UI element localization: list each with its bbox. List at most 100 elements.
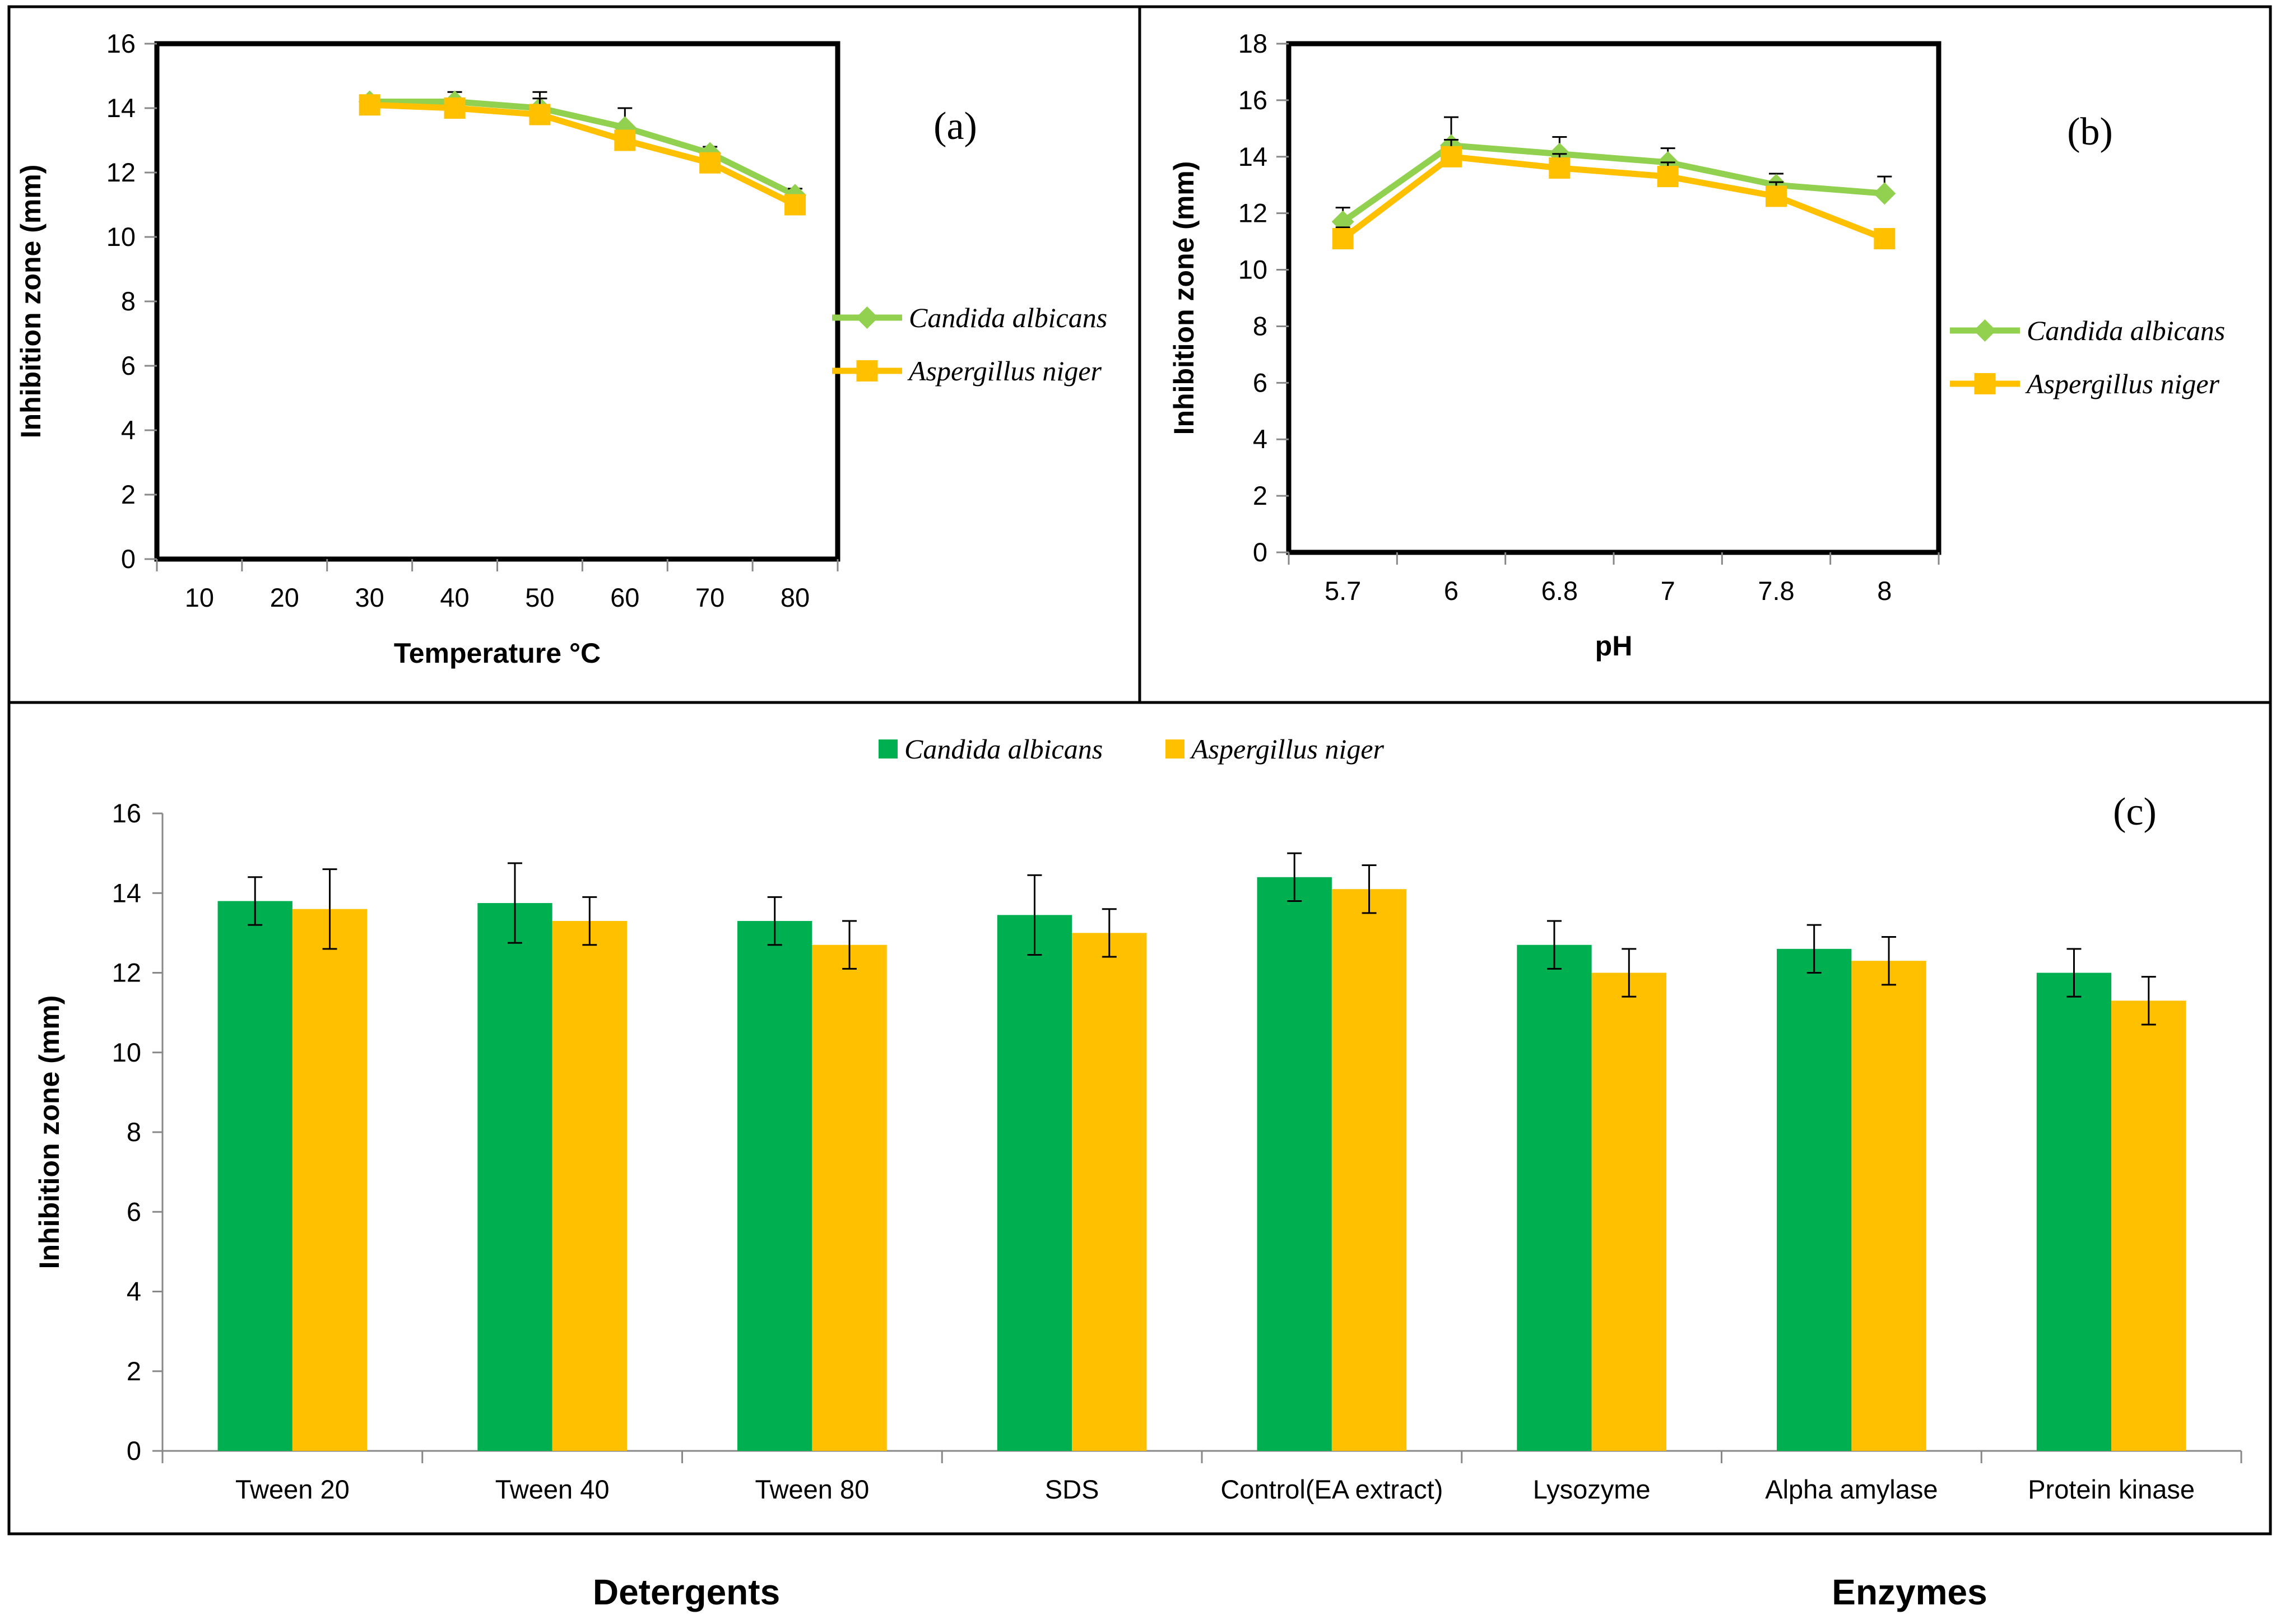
x-tick-label: 10: [185, 583, 214, 612]
y-axis-title: Inhibition zone (mm): [1168, 161, 1200, 435]
x-tick-label: Lysozyme: [1533, 1474, 1651, 1504]
y-tick-label: 10: [1238, 255, 1267, 285]
panel-label-a: (a): [933, 105, 977, 148]
legend-marker-aspergillus: [856, 360, 878, 381]
chart-c: 0 2 4 6 8 10 12 14 16 Tween 20 Tween 40 Tween 80 SDS…: [34, 733, 2242, 1504]
bar-aspergillus: [292, 909, 368, 1451]
x-tick-label: Alpha amylase: [1765, 1474, 1938, 1504]
y-tick-label: 14: [112, 878, 141, 908]
y-tick-label: 8: [127, 1117, 141, 1147]
data-point-aspergillus: [444, 97, 466, 119]
legend-label-aspergillus: Aspergillus niger: [1190, 733, 1385, 765]
bar-candida: [737, 921, 812, 1451]
data-point-candida: [1873, 182, 1896, 205]
data-point-aspergillus: [1657, 166, 1679, 188]
chart-b: 0 2 4 6 8 10 12 14 16 18 5.7 6 6.8 7 7.8 8 pH Inhibition …: [1168, 29, 2225, 662]
bar-candida: [1257, 877, 1332, 1451]
x-tick-label: Tween 40: [495, 1474, 610, 1504]
series-line-candida: [369, 99, 797, 198]
y-tick-label: 12: [112, 958, 141, 988]
x-tick-label: 40: [440, 583, 469, 612]
bar-candida: [1777, 948, 1852, 1451]
plot-frame-a: [154, 41, 840, 562]
bar-candida: [477, 903, 552, 1451]
x-tick-label: 6.8: [1541, 576, 1578, 606]
x-tick-label: 60: [610, 583, 639, 612]
legend-marker-candida: [856, 306, 879, 329]
bar-candida: [997, 915, 1072, 1451]
panel-frame-c: [7, 701, 2272, 1535]
y-tick-label: 14: [1238, 142, 1267, 171]
bar-aspergillus: [2111, 1001, 2186, 1451]
bar-aspergillus: [812, 944, 887, 1451]
data-point-aspergillus: [614, 129, 636, 151]
y-tick-label: 0: [1253, 537, 1267, 567]
y-tick-label: 6: [121, 351, 136, 380]
x-tick-label: 50: [525, 583, 554, 612]
y-tick-label: 12: [106, 157, 136, 187]
x-tick-label: 5.7: [1325, 576, 1361, 606]
panel-label-b: (b): [2067, 110, 2113, 153]
bar-candida: [217, 901, 292, 1451]
bar-candida: [2036, 972, 2112, 1451]
x-tick-label: 30: [355, 583, 384, 612]
x-tick-label: 80: [781, 583, 810, 612]
y-tick-label: 4: [1253, 424, 1267, 454]
y-tick-label: 8: [121, 286, 136, 316]
bar-aspergillus: [552, 921, 627, 1451]
y-tick-label: 16: [106, 29, 136, 58]
x-tick-label: SDS: [1045, 1474, 1099, 1504]
data-point-aspergillus: [1441, 146, 1462, 167]
legend-label-candida: Candida albicans: [909, 302, 1107, 333]
x-tick-label: 20: [270, 583, 299, 612]
legend-swatch-candida: [879, 739, 898, 759]
data-point-aspergillus: [529, 104, 551, 125]
x-axis-title: pH: [1595, 630, 1633, 662]
x-tick-label: Protein kinase: [2028, 1474, 2195, 1504]
data-point-aspergillus: [359, 94, 380, 116]
legend-marker-aspergillus: [1974, 373, 1996, 394]
x-tick-label: Tween 80: [755, 1474, 869, 1504]
y-tick-label: 6: [1253, 367, 1267, 397]
group-label-enzymes: Enzymes: [1832, 1572, 1987, 1612]
bar-aspergillus: [1331, 889, 1407, 1451]
legend-label-candida: Candida albicans: [904, 733, 1103, 765]
data-point-aspergillus: [784, 194, 806, 216]
y-tick-label: 8: [1253, 311, 1267, 341]
y-tick-label: 10: [106, 222, 136, 252]
y-tick-label: 2: [1253, 481, 1267, 510]
series-line-aspergillus: [369, 101, 797, 208]
x-axis-title: Temperature °C: [394, 637, 601, 669]
data-point-aspergillus: [1332, 228, 1354, 250]
legend-label-aspergillus: Aspergillus niger: [907, 355, 1102, 387]
y-tick-label: 2: [127, 1356, 141, 1386]
data-point-aspergillus: [1874, 228, 1896, 250]
x-tick-label: 8: [1877, 576, 1892, 606]
series-line-candida: [1341, 142, 1885, 225]
data-point-aspergillus: [1766, 185, 1787, 207]
y-tick-label: 4: [127, 1277, 141, 1306]
x-tick-label: 7.8: [1758, 576, 1794, 606]
chart-a: 0 2 4 6 8 10 12 14 16 10 20 30 40 50 60 70 80 Temperature…: [15, 29, 1107, 669]
y-tick-label: 4: [121, 415, 136, 445]
data-point-aspergillus: [699, 152, 721, 174]
y-axis-title: Inhibition zone (mm): [15, 165, 47, 439]
y-tick-label: 10: [112, 1037, 141, 1067]
legend-marker-candida: [1973, 319, 1996, 342]
y-tick-label: 16: [1238, 85, 1267, 115]
y-tick-label: 18: [1238, 29, 1267, 58]
y-tick-label: 2: [121, 480, 136, 509]
bar-aspergillus: [1851, 961, 1926, 1451]
bar-candida: [1517, 944, 1592, 1451]
x-tick-label: 70: [695, 583, 724, 612]
bar-aspergillus: [1591, 972, 1666, 1451]
legend-swatch-aspergillus: [1165, 739, 1185, 759]
x-tick-label: Tween 20: [235, 1474, 350, 1504]
y-axis-title: Inhibition zone (mm): [34, 995, 65, 1269]
y-tick-label: 14: [106, 93, 136, 123]
panel-label-c: (c): [2113, 790, 2157, 834]
y-tick-label: 6: [127, 1197, 141, 1226]
x-tick-label: Control(EA extract): [1220, 1474, 1443, 1504]
legend-label-aspergillus: Aspergillus niger: [2025, 368, 2220, 399]
